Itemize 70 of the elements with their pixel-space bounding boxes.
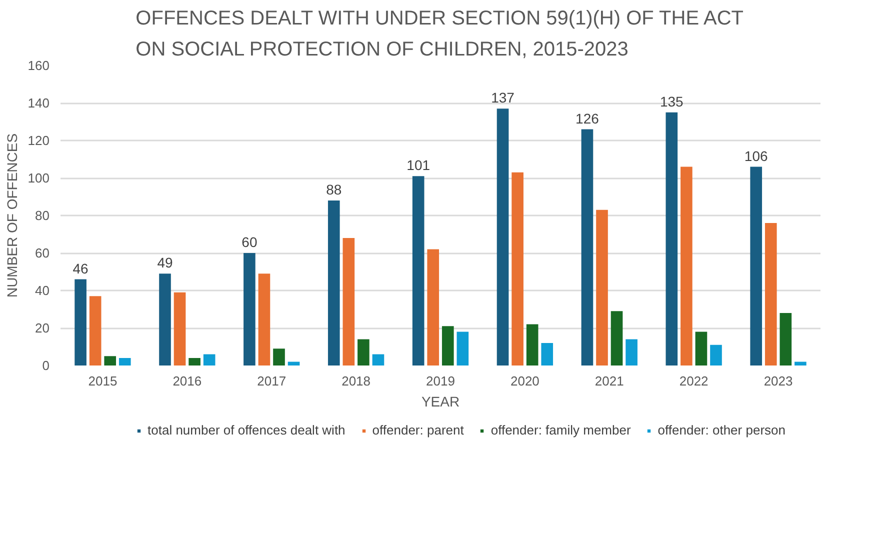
data-label: 49 bbox=[157, 254, 173, 271]
bar bbox=[794, 362, 806, 366]
bar bbox=[358, 339, 370, 366]
bar bbox=[174, 292, 186, 366]
bar bbox=[427, 249, 440, 366]
x-tick-label: 2017 bbox=[257, 374, 286, 388]
bar bbox=[328, 200, 340, 366]
x-axis-title: YEAR bbox=[421, 394, 460, 410]
bar bbox=[244, 253, 256, 366]
y-tick-label: 40 bbox=[35, 283, 50, 298]
x-tick-label: 2016 bbox=[172, 374, 202, 388]
x-tick-label: 2022 bbox=[679, 374, 708, 388]
bar bbox=[512, 172, 524, 366]
data-label: 60 bbox=[242, 234, 258, 250]
data-label: 135 bbox=[660, 93, 684, 110]
bar bbox=[695, 332, 708, 366]
bar bbox=[780, 313, 792, 366]
bar bbox=[412, 176, 424, 366]
legend-label: offender: other person bbox=[658, 422, 786, 438]
bar bbox=[104, 356, 116, 366]
y-tick-label: 140 bbox=[28, 96, 50, 110]
data-label: 137 bbox=[491, 90, 515, 106]
bar bbox=[288, 362, 300, 366]
legend-label: total number of offences dealt with bbox=[148, 422, 346, 438]
bar bbox=[118, 358, 131, 366]
bar bbox=[710, 344, 722, 366]
bar bbox=[188, 358, 200, 366]
x-tick-label: 2023 bbox=[764, 374, 793, 388]
bar bbox=[764, 223, 777, 366]
bar bbox=[442, 326, 454, 366]
bar bbox=[596, 210, 608, 366]
x-tick-label: 2021 bbox=[594, 374, 624, 388]
data-label: 126 bbox=[576, 110, 600, 126]
y-axis-title: NUMBER OF OFFENCES bbox=[4, 133, 20, 298]
bar bbox=[342, 238, 355, 366]
x-tick-label: 2018 bbox=[342, 374, 371, 388]
y-tick-label: 80 bbox=[35, 208, 50, 223]
x-tick-label: 2020 bbox=[510, 374, 540, 388]
bar bbox=[680, 166, 692, 366]
y-tick-label: 160 bbox=[28, 58, 50, 73]
legend-label: offender: parent bbox=[372, 422, 464, 438]
bar bbox=[610, 311, 623, 366]
bar bbox=[372, 354, 384, 366]
data-label: 106 bbox=[744, 148, 768, 164]
bar bbox=[159, 274, 171, 366]
y-tick-label: 100 bbox=[28, 170, 50, 186]
bar bbox=[74, 279, 86, 366]
bar bbox=[581, 129, 594, 366]
bar bbox=[750, 166, 762, 366]
data-label: 88 bbox=[326, 182, 342, 198]
x-tick-label: 2015 bbox=[88, 374, 118, 388]
legend-label: offender: family member bbox=[490, 422, 631, 438]
data-label: 101 bbox=[406, 157, 430, 174]
bar bbox=[496, 108, 509, 366]
chart-title: OFFENCES DEALT WITH UNDER SECTION 59(1)(H) OF THE ACT ON SOCIAL PROTECTION OF CHILDREN, 2015-2023 bbox=[136, 8, 744, 60]
bar bbox=[541, 343, 554, 366]
bar bbox=[526, 324, 538, 366]
bar bbox=[203, 354, 216, 366]
y-tick-label: 60 bbox=[35, 246, 50, 260]
y-tick-label: 120 bbox=[28, 133, 50, 148]
bar bbox=[89, 296, 102, 366]
bar bbox=[626, 339, 638, 366]
y-tick-label: 0 bbox=[42, 358, 50, 373]
y-tick-label: 20 bbox=[35, 320, 50, 336]
x-tick-label: 2019 bbox=[426, 374, 455, 388]
data-label: 46 bbox=[72, 260, 89, 276]
bar bbox=[456, 332, 469, 366]
bar bbox=[258, 274, 270, 366]
bar bbox=[666, 112, 678, 366]
bar bbox=[273, 348, 285, 366]
